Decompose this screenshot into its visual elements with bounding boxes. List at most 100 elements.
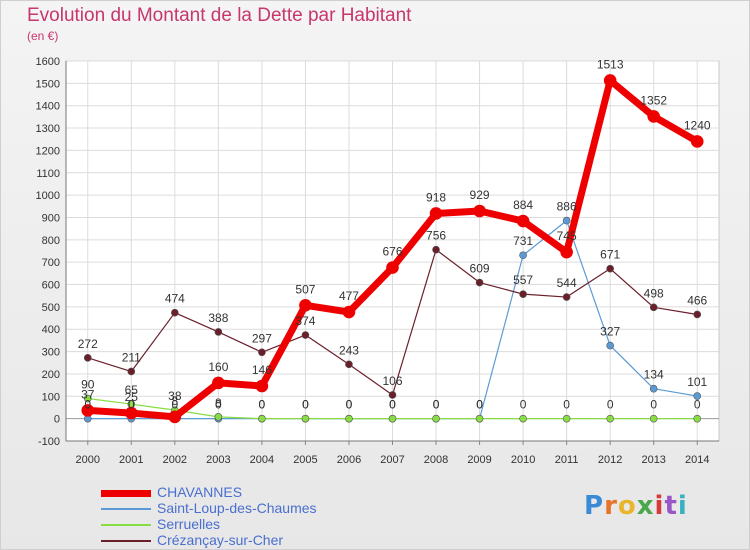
legend-swatch bbox=[101, 490, 151, 497]
logo-letter: o bbox=[617, 491, 637, 521]
x-tick-label: 2006 bbox=[337, 454, 361, 466]
data-point bbox=[647, 110, 661, 123]
data-label: 0 bbox=[520, 398, 527, 412]
data-point bbox=[473, 204, 486, 218]
proxiti-logo: Proxiti bbox=[584, 491, 688, 521]
data-point bbox=[432, 414, 440, 423]
data-point bbox=[429, 207, 443, 220]
data-point bbox=[345, 360, 353, 369]
logo-letter: r bbox=[604, 491, 618, 521]
axes: -100010020030040050060070080090010001100… bbox=[36, 56, 719, 466]
y-tick-label: 300 bbox=[42, 347, 60, 359]
data-label: 0 bbox=[215, 398, 222, 412]
data-label: 297 bbox=[252, 331, 272, 345]
x-tick-label: 2003 bbox=[206, 454, 230, 466]
data-label: 0 bbox=[650, 398, 657, 412]
legend-swatch bbox=[101, 524, 151, 526]
x-tick-label: 2012 bbox=[598, 454, 622, 466]
data-point bbox=[649, 384, 658, 393]
data-label: 0 bbox=[259, 398, 266, 412]
data-label: 388 bbox=[208, 311, 228, 325]
data-point bbox=[560, 245, 573, 259]
data-point bbox=[562, 414, 571, 423]
x-tick-label: 2007 bbox=[380, 454, 404, 466]
x-tick-label: 2009 bbox=[467, 454, 491, 466]
logo-letter: x bbox=[636, 491, 655, 521]
data-label: 498 bbox=[644, 286, 664, 300]
data-label: 0 bbox=[302, 398, 309, 412]
logo-letter: t bbox=[664, 491, 678, 521]
data-point bbox=[258, 414, 266, 423]
data-label: 1352 bbox=[640, 93, 667, 107]
legend-swatch bbox=[101, 540, 151, 542]
x-tick-label: 2008 bbox=[424, 454, 448, 466]
data-point bbox=[475, 414, 484, 423]
logo-letter: i bbox=[677, 491, 688, 521]
data-point bbox=[83, 354, 92, 362]
data-label: 0 bbox=[476, 398, 483, 412]
data-point bbox=[690, 135, 704, 148]
data-label: 0 bbox=[694, 398, 701, 412]
y-tick-label: 400 bbox=[42, 324, 60, 336]
data-label: 0 bbox=[433, 398, 440, 412]
data-label: 65 bbox=[125, 383, 139, 397]
data-point bbox=[519, 251, 527, 260]
grid bbox=[65, 60, 720, 442]
data-label: 25 bbox=[125, 390, 139, 404]
data-label: 507 bbox=[295, 282, 315, 296]
data-point bbox=[388, 414, 397, 423]
data-point bbox=[127, 367, 136, 376]
data-point bbox=[301, 414, 310, 423]
data-label: 884 bbox=[513, 198, 533, 212]
data-point bbox=[214, 413, 223, 421]
data-label: 918 bbox=[426, 190, 446, 204]
legend-label: CHAVANNES bbox=[157, 484, 243, 500]
data-label: 211 bbox=[122, 350, 141, 364]
data-point bbox=[81, 404, 95, 417]
data-point bbox=[168, 410, 182, 424]
data-label: 0 bbox=[433, 398, 440, 412]
data-label: 134 bbox=[644, 368, 664, 382]
y-tick-label: 700 bbox=[42, 257, 60, 269]
data-point bbox=[345, 414, 353, 423]
data-point bbox=[388, 391, 397, 399]
y-tick-label: 1600 bbox=[36, 56, 60, 68]
data-label: 466 bbox=[687, 293, 707, 307]
data-label: 0 bbox=[84, 398, 91, 412]
data-label: 0 bbox=[607, 398, 614, 412]
data-point bbox=[301, 331, 310, 339]
chart-title: Evolution du Montant de la Dette par Hab… bbox=[27, 5, 412, 26]
data-point bbox=[562, 216, 571, 225]
data-label: 38 bbox=[168, 389, 182, 403]
data-label: 374 bbox=[295, 314, 315, 328]
data-point bbox=[649, 414, 658, 423]
data-point bbox=[606, 414, 614, 423]
data-point bbox=[171, 308, 179, 317]
y-tick-label: 0 bbox=[54, 414, 60, 426]
legend-label: Crézançay-sur-Cher bbox=[157, 532, 284, 548]
x-tick-label: 2002 bbox=[163, 454, 187, 466]
data-label: 0 bbox=[259, 398, 266, 412]
data-point bbox=[214, 328, 223, 336]
data-point bbox=[83, 394, 92, 403]
y-tick-label: 100 bbox=[42, 391, 60, 403]
data-label: 0 bbox=[389, 398, 396, 412]
y-tick-label: 600 bbox=[42, 280, 60, 292]
data-label: 243 bbox=[339, 343, 359, 357]
data-point bbox=[432, 245, 440, 254]
data-label: 272 bbox=[78, 337, 98, 351]
y-tick-label: 1000 bbox=[36, 190, 60, 202]
data-label: 0 bbox=[563, 398, 570, 412]
data-label: 0 bbox=[346, 398, 353, 412]
data-label: 8 bbox=[171, 394, 178, 408]
y-tick-label: 200 bbox=[42, 369, 60, 381]
data-point bbox=[649, 303, 658, 312]
data-label: 0 bbox=[171, 398, 178, 412]
data-label: 671 bbox=[600, 248, 620, 262]
data-point bbox=[693, 414, 702, 423]
data-label: 731 bbox=[513, 234, 533, 248]
y-tick-label: 1500 bbox=[36, 78, 60, 90]
data-label: 90 bbox=[81, 378, 95, 392]
data-label: 327 bbox=[600, 325, 620, 339]
